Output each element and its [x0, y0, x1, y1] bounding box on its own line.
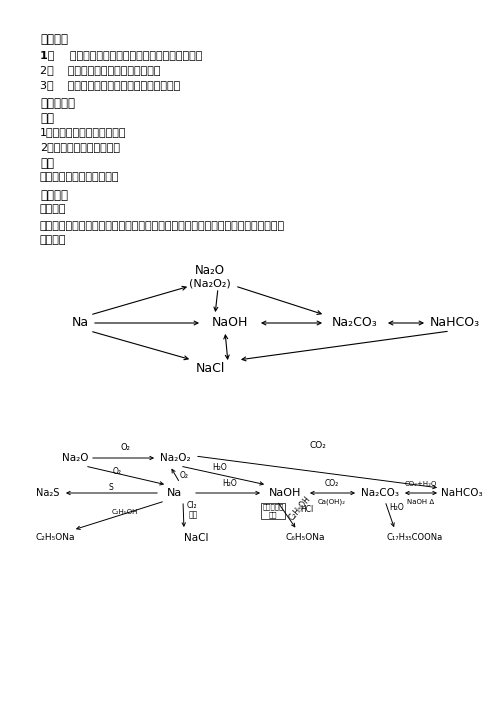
Text: Na₂O₂: Na₂O₂ [160, 453, 191, 463]
Text: CO₂: CO₂ [309, 441, 327, 451]
Text: 1、钠及其化合物的化学性质: 1、钠及其化合物的化学性质 [40, 127, 127, 137]
Text: NaHCO₃: NaHCO₃ [430, 317, 480, 329]
Text: O₂: O₂ [112, 468, 121, 476]
Text: Cl₂: Cl₂ [187, 501, 198, 510]
Text: CO₂: CO₂ [325, 480, 339, 488]
Text: 电解: 电解 [189, 511, 198, 520]
Text: 教学重难点: 教学重难点 [40, 97, 75, 110]
Text: 1、    掌握钠及其化合物的主要物理性质及化学性质: 1、 掌握钠及其化合物的主要物理性质及化学性质 [40, 50, 203, 60]
Text: H₂O: H₂O [213, 463, 227, 473]
Text: Na₂CO₃: Na₂CO₃ [332, 317, 378, 329]
Text: H₂O: H₂O [223, 480, 237, 488]
Text: 环节一：: 环节一： [40, 204, 67, 214]
Text: O₂: O₂ [120, 443, 130, 453]
Text: Na₂O: Na₂O [62, 453, 88, 463]
Text: Ca(OH)₂: Ca(OH)₂ [318, 499, 346, 506]
Text: NaHCO₃: NaHCO₃ [441, 488, 483, 498]
Text: Na: Na [167, 488, 182, 498]
Text: NaOH Δ: NaOH Δ [407, 499, 434, 505]
Text: S: S [109, 483, 113, 491]
Text: O₂: O₂ [180, 471, 189, 481]
Text: NaCl: NaCl [196, 361, 225, 374]
Text: NaCl: NaCl [184, 533, 208, 543]
Text: C₁₇H₃₅COONa: C₁₇H₃₅COONa [387, 533, 443, 543]
Text: 2、    学会分析新型钠的化合物的性质: 2、 学会分析新型钠的化合物的性质 [40, 65, 160, 75]
Text: NaOH: NaOH [269, 488, 301, 498]
Text: CO₂+H₂O: CO₂+H₂O [405, 481, 437, 487]
Text: Na₂CO₃: Na₂CO₃ [361, 488, 399, 498]
Text: C₂H₅OH: C₂H₅OH [287, 494, 312, 522]
Text: C₂H₅ONa: C₂H₅ONa [35, 533, 75, 543]
Text: 识系统化: 识系统化 [40, 235, 67, 245]
Text: Na₂O: Na₂O [195, 265, 225, 277]
Text: Na₂S: Na₂S [36, 488, 59, 498]
Text: 教学过程: 教学过程 [40, 189, 68, 202]
Text: 重点: 重点 [40, 112, 54, 125]
Text: H₂O: H₂O [390, 503, 404, 513]
Text: 新型钠的化合物的材料分析: 新型钠的化合物的材料分析 [40, 172, 119, 182]
Text: HCl: HCl [300, 505, 313, 513]
Text: C₂H₅OH: C₂H₅OH [112, 509, 138, 515]
Text: (Na₂O₂): (Na₂O₂) [189, 278, 231, 288]
Text: 饱和食盐水
电解: 饱和食盐水 电解 [263, 504, 284, 518]
Text: 难点: 难点 [40, 157, 54, 170]
Text: 通过钠及其化合物的思维导图让学生进一步巩固钠及其化合物的基本化学性质，使知: 通过钠及其化合物的思维导图让学生进一步巩固钠及其化合物的基本化学性质，使知 [40, 221, 285, 231]
Text: 2、新型钠的化合物的性质: 2、新型钠的化合物的性质 [40, 142, 120, 152]
Text: NaOH: NaOH [212, 317, 248, 329]
Text: Na: Na [72, 317, 89, 329]
Text: C₆H₅ONa: C₆H₅ONa [285, 533, 325, 543]
Text: 3、    通过材料分析，培养学生自主学习能力: 3、 通过材料分析，培养学生自主学习能力 [40, 80, 180, 90]
Text: 教学目标: 教学目标 [40, 33, 68, 46]
